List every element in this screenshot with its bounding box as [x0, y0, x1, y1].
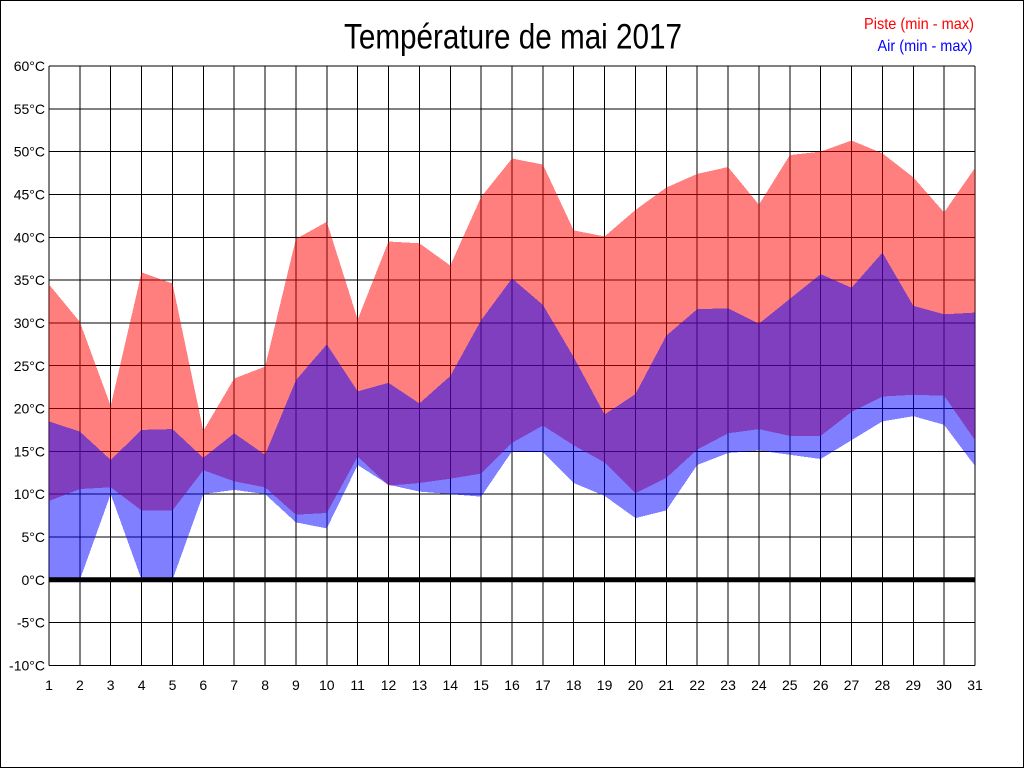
svg-text:Air (min - max): Air (min - max): [878, 38, 973, 55]
svg-text:7: 7: [230, 677, 238, 693]
svg-text:Température de mai 2017: Température de mai 2017: [344, 18, 682, 57]
svg-text:20: 20: [628, 677, 644, 693]
svg-text:60°C: 60°C: [14, 58, 45, 74]
svg-text:3: 3: [107, 677, 115, 693]
svg-text:30°C: 30°C: [14, 315, 45, 331]
svg-text:28: 28: [875, 677, 891, 693]
svg-text:25: 25: [782, 677, 798, 693]
svg-text:40°C: 40°C: [14, 229, 45, 245]
svg-text:21: 21: [659, 677, 675, 693]
svg-text:15: 15: [473, 677, 489, 693]
svg-text:-10°C: -10°C: [9, 658, 45, 674]
svg-text:5: 5: [169, 677, 177, 693]
svg-text:26: 26: [813, 677, 829, 693]
svg-text:17: 17: [535, 677, 551, 693]
svg-text:10°C: 10°C: [14, 486, 45, 502]
svg-text:12: 12: [381, 677, 397, 693]
svg-text:14: 14: [443, 677, 459, 693]
svg-text:16: 16: [504, 677, 520, 693]
svg-text:55°C: 55°C: [14, 101, 45, 117]
svg-text:19: 19: [597, 677, 613, 693]
svg-text:1: 1: [45, 677, 53, 693]
svg-text:6: 6: [199, 677, 207, 693]
svg-text:31: 31: [967, 677, 983, 693]
svg-text:2: 2: [76, 677, 84, 693]
svg-text:-5°C: -5°C: [17, 615, 45, 631]
svg-text:20°C: 20°C: [14, 401, 45, 417]
svg-text:25°C: 25°C: [14, 358, 45, 374]
svg-text:50°C: 50°C: [14, 144, 45, 160]
svg-text:22: 22: [689, 677, 705, 693]
svg-text:27: 27: [844, 677, 860, 693]
svg-text:15°C: 15°C: [14, 443, 45, 459]
svg-text:45°C: 45°C: [14, 187, 45, 203]
svg-text:35°C: 35°C: [14, 272, 45, 288]
svg-text:4: 4: [138, 677, 146, 693]
svg-text:24: 24: [751, 677, 767, 693]
svg-text:23: 23: [720, 677, 736, 693]
svg-text:8: 8: [261, 677, 269, 693]
svg-text:13: 13: [412, 677, 428, 693]
svg-text:10: 10: [319, 677, 335, 693]
svg-text:29: 29: [906, 677, 922, 693]
svg-text:9: 9: [292, 677, 300, 693]
svg-text:Piste (min - max): Piste (min - max): [864, 16, 974, 33]
svg-text:18: 18: [566, 677, 582, 693]
svg-text:0°C: 0°C: [22, 572, 46, 588]
svg-text:30: 30: [936, 677, 952, 693]
svg-text:5°C: 5°C: [22, 529, 46, 545]
svg-text:11: 11: [350, 677, 365, 693]
